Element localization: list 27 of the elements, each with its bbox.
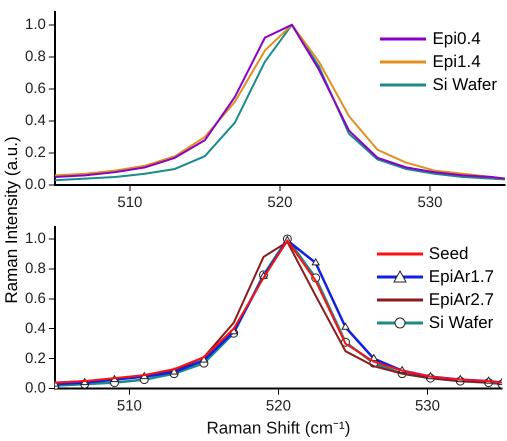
legend-label: EpiAr2.7	[428, 290, 494, 310]
y-tick-label: 0.6	[24, 290, 46, 307]
y-tick-label: 0.8	[24, 260, 46, 278]
legend-label: Si Wafer	[432, 74, 497, 94]
y-axis-title: Raman Intensity (a.u.)	[2, 136, 22, 304]
legend-label: Seed	[428, 244, 468, 264]
legend-label: Si Wafer	[428, 312, 494, 332]
legend-label: Epi1.4	[432, 52, 481, 72]
y-tick-label: 0.6	[24, 80, 46, 98]
legend-label: Epi0.4	[432, 28, 481, 48]
y-tick-label: 0.2	[24, 144, 46, 162]
y-tick-label: 1.0	[24, 230, 46, 248]
y-tick-label: 0.0	[24, 176, 46, 194]
legend-label: EpiAr1.7	[428, 266, 494, 286]
x-axis-title: Raman Shift (cm⁻¹)	[206, 418, 350, 438]
y-tick-label: 0.4	[24, 112, 46, 130]
y-tick-label: 0.4	[24, 320, 46, 337]
x-tick-label: 520	[267, 194, 292, 212]
y-tick-label: 0.8	[24, 48, 46, 65]
y-tick-label: 0.0	[24, 380, 46, 397]
y-tick-label: 1.0	[24, 16, 46, 33]
x-tick-label: 520	[266, 398, 291, 415]
x-tick-label: 530	[414, 398, 440, 415]
x-tick-label: 510	[117, 194, 142, 212]
x-tick-label: 530	[417, 194, 442, 212]
y-tick-label: 0.2	[24, 350, 46, 367]
x-tick-label: 510	[116, 398, 142, 415]
